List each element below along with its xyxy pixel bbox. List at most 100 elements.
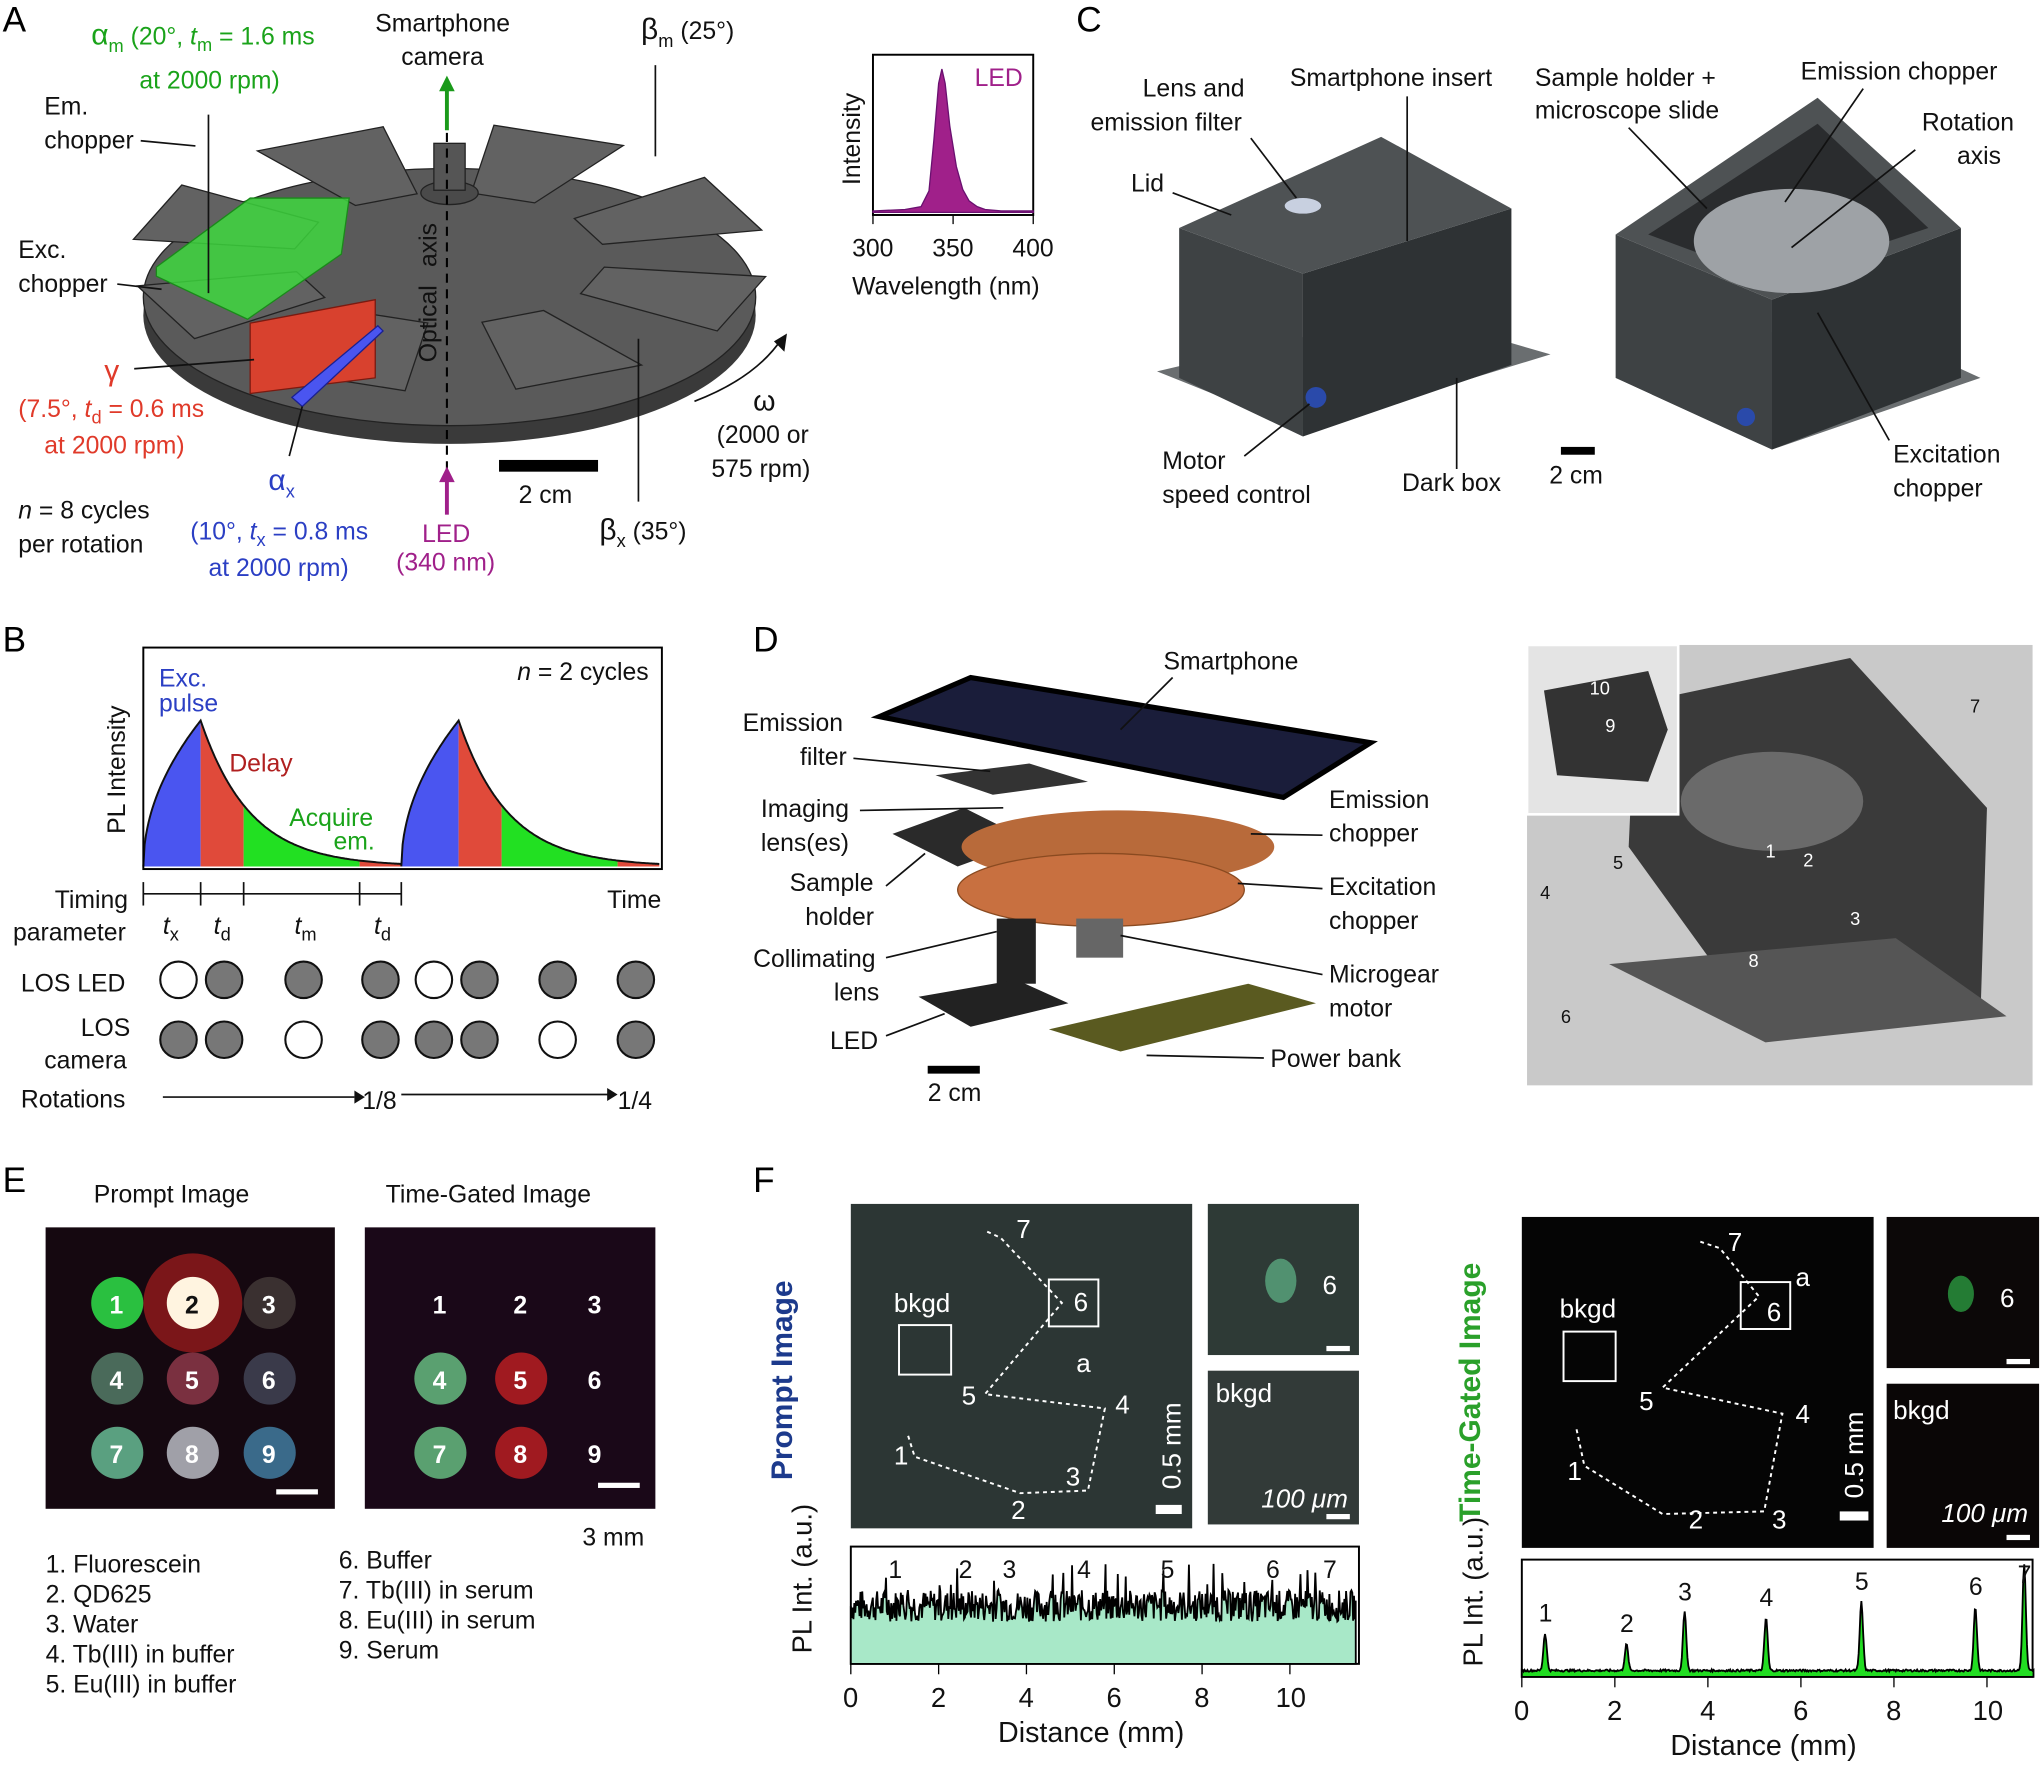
spectrum-tick-label: 400 — [1012, 236, 1053, 263]
gated-well-number: 7 — [433, 1442, 447, 1469]
peak-label: 3 — [1003, 1557, 1017, 1584]
leader — [1119, 676, 1174, 731]
e-scale-bar — [276, 1489, 318, 1495]
scale-mm-label: 0.5 mm — [1839, 1412, 1869, 1499]
prompt-well-number: 5 — [185, 1368, 199, 1395]
y-axis-label: PL Int. (a.u.) — [787, 1504, 818, 1654]
los-led-blocked — [361, 960, 400, 1000]
x-tick-label: 6 — [1106, 1682, 1121, 1713]
f-prompt-point: 3 — [1066, 1461, 1081, 1491]
leader — [117, 283, 162, 291]
scale-bar — [1326, 1514, 1350, 1520]
leader — [1628, 127, 1708, 210]
gated-well-number: 2 — [513, 1292, 527, 1319]
x-tick-label: 8 — [1194, 1682, 1209, 1713]
d-power-bank — [1048, 983, 1316, 1052]
f-prompt-point: 7 — [1016, 1214, 1031, 1244]
prompt-well-number: 3 — [262, 1292, 276, 1319]
leader — [1172, 192, 1232, 216]
timing-label: Timing — [55, 887, 128, 914]
leader — [1146, 1054, 1264, 1059]
x-tick-label: 0 — [1514, 1695, 1529, 1726]
d-filter — [935, 763, 1088, 795]
photo-base — [1609, 938, 2007, 1043]
gated-well-number: 8 — [513, 1442, 527, 1469]
f-prompt-point: 2 — [1011, 1495, 1026, 1525]
prompt-well — [243, 1426, 296, 1479]
e-prompt-title: Prompt Image — [94, 1182, 249, 1209]
beta-m-label: βm (25°) — [641, 13, 734, 51]
d-pb-label: Power bank — [1270, 1046, 1401, 1073]
d-led-label: LED — [830, 1028, 878, 1055]
d-collimating-lens — [996, 918, 1036, 984]
spectrum-tick-label: 350 — [932, 236, 973, 263]
bkgd-label: bkgd — [894, 1288, 950, 1318]
los-led-blocked — [538, 960, 577, 1000]
led-wavelength-label: (340 nm) — [396, 550, 495, 577]
leader — [288, 406, 304, 457]
leader — [1237, 882, 1323, 890]
rot-1-4: 1/4 — [618, 1088, 653, 1115]
leader — [885, 1012, 945, 1037]
d-exc-label-2: chopper — [1329, 908, 1418, 935]
panel-f: Prompt Image Time-Gated Image 1 2 3 4 5 6 7 1 2 3… — [766, 1203, 2040, 1762]
arrow-head — [354, 1090, 365, 1104]
gated-well — [495, 1352, 548, 1405]
emission-window — [155, 197, 350, 320]
peak-label: 3 — [1678, 1580, 1692, 1607]
profile-trace — [1520, 1564, 2035, 1678]
d-emf-label-2: filter — [800, 744, 847, 771]
leader — [885, 930, 997, 959]
rotation-shaft — [433, 142, 466, 191]
x-tick-label: 4 — [1700, 1695, 1715, 1726]
chopper-blade — [480, 309, 644, 390]
timing-curve — [400, 718, 660, 867]
los-camera-blocked — [616, 1020, 656, 1060]
x-axis-label: Distance (mm) — [998, 1717, 1184, 1749]
panel-label-e: E — [3, 1161, 26, 1200]
rpm-label: (2000 or — [717, 422, 809, 449]
timing-segment-1 — [401, 720, 459, 867]
peak-label: 2 — [959, 1557, 973, 1584]
legend-item: 6. Buffer — [339, 1548, 432, 1575]
los-led-label: LOS LED — [21, 971, 126, 998]
prompt-well-number: 6 — [262, 1368, 276, 1395]
c-motor-label-2: speed control — [1162, 482, 1311, 509]
region-6-box — [1047, 1278, 1100, 1328]
f-prompt-image — [850, 1203, 1193, 1529]
panel-b: PL Intensity n = 2 cycles Exc. pulse Del… — [13, 646, 663, 1115]
timing-curve — [142, 718, 402, 867]
peak-label: 7 — [2018, 1562, 2032, 1589]
inset-bkgd-label: bkgd — [1893, 1395, 1949, 1425]
profile-path — [1575, 1240, 1784, 1515]
x-tick-label: 10 — [1276, 1682, 1306, 1713]
c-sample-label-2: microscope slide — [1535, 98, 1719, 125]
prompt-well-number: 9 — [262, 1442, 276, 1469]
alpha-x-label: αx — [268, 464, 294, 502]
acquire-label: Acquire — [289, 805, 373, 832]
gated-well-number: 5 — [513, 1368, 527, 1395]
d-scale-label: 2 cm — [928, 1080, 982, 1107]
los-camera-label: LOS — [81, 1015, 131, 1042]
delay-label: Delay — [229, 750, 293, 777]
peak-label: 1 — [1539, 1601, 1553, 1628]
photo-label: 1 — [1765, 840, 1775, 861]
scale-bar — [2006, 1358, 2030, 1365]
d-exc-label: Excitation — [1329, 874, 1436, 901]
time-label: Time — [607, 887, 661, 914]
gated-well-number: 6 — [588, 1368, 602, 1395]
scale-bar — [499, 459, 599, 472]
timing-segment-2 — [200, 720, 244, 867]
legend-item: 5. Eu(III) in buffer — [46, 1672, 237, 1699]
alpha-m-rpm: at 2000 rpm) — [139, 68, 279, 95]
scale-um-label: 100 μm — [1941, 1498, 2028, 1528]
leader — [1816, 312, 1890, 441]
f-prompt-point: 4 — [1115, 1390, 1130, 1420]
c-scale-bar — [1560, 446, 1595, 455]
c-lid-label: Lid — [1131, 171, 1164, 198]
exc-chopper-label-2: chopper — [18, 271, 107, 298]
scale-bar-label: 2 cm — [519, 482, 573, 509]
bkgd-box — [898, 1324, 953, 1376]
leader — [859, 806, 1004, 812]
